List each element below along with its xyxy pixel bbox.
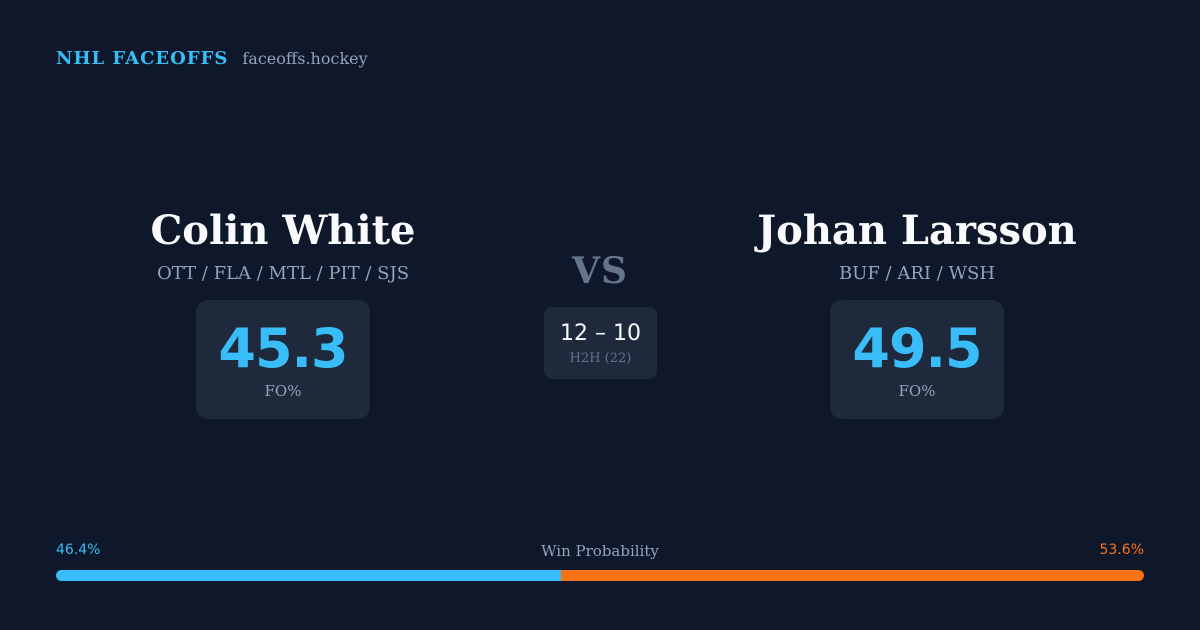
h2h-card: 12 – 10 H2H (22) (544, 307, 657, 379)
left-fo-label: FO% (264, 381, 302, 400)
right-player-teams: BUF / ARI / WSH (838, 263, 996, 284)
right-player-panel: Johan Larsson BUF / ARI / WSH 49.5 FO% (697, 205, 1137, 419)
right-fo-value: 49.5 (852, 316, 982, 380)
brand: NHL FACEOFFS faceoffs.hockey (56, 48, 368, 69)
left-win-probability: 46.4% (56, 542, 101, 558)
brand-name: NHL FACEOFFS (56, 48, 229, 69)
win-probability-labels: 46.4% Win Probability 53.6% (56, 542, 1144, 562)
h2h-label: H2H (22) (569, 350, 632, 366)
right-win-probability: 53.6% (1099, 542, 1144, 558)
win-probability-bar (56, 570, 1144, 581)
brand-domain: faceoffs.hockey (242, 49, 368, 68)
left-player-panel: Colin White OTT / FLA / MTL / PIT / SJS … (63, 205, 503, 419)
left-fo-card: 45.3 FO% (196, 300, 370, 419)
h2h-score: 12 – 10 (560, 320, 641, 346)
win-probability-title: Win Probability (541, 542, 659, 560)
left-player-name: Colin White (150, 207, 416, 254)
vs-label: VS (572, 250, 628, 292)
right-fo-label: FO% (898, 381, 936, 400)
right-player-name: Johan Larsson (757, 207, 1077, 254)
right-fo-card: 49.5 FO% (830, 300, 1004, 419)
left-fo-value: 45.3 (218, 316, 348, 380)
win-probability-fill-right (560, 570, 1144, 581)
win-probability-fill-left (56, 570, 561, 581)
left-player-teams: OTT / FLA / MTL / PIT / SJS (156, 263, 410, 284)
vs-label-row: VS (0, 250, 1200, 292)
